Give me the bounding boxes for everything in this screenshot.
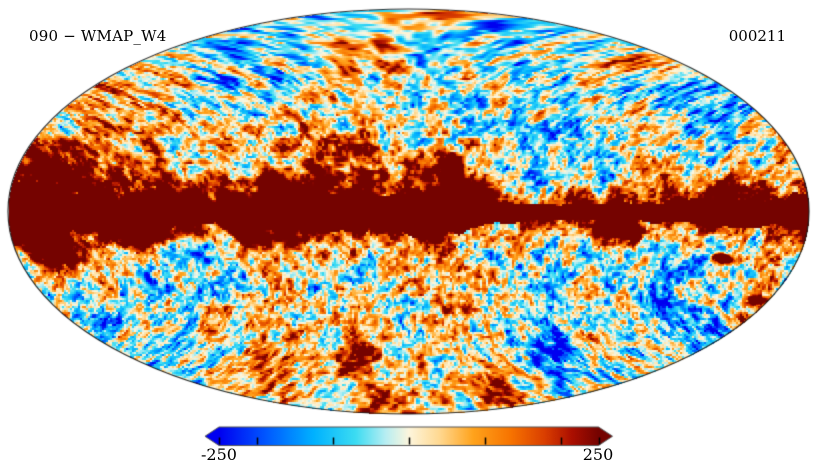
map-title: 090 − WMAP_W4 [29, 27, 167, 45]
colorbar-max-label: 250 [582, 445, 614, 464]
map-id-label: 000211 [728, 27, 786, 45]
colorbar-canvas [199, 425, 619, 451]
mollweide-sky-map-canvas [0, 0, 817, 422]
colorbar-min-label: -250 [201, 445, 237, 464]
